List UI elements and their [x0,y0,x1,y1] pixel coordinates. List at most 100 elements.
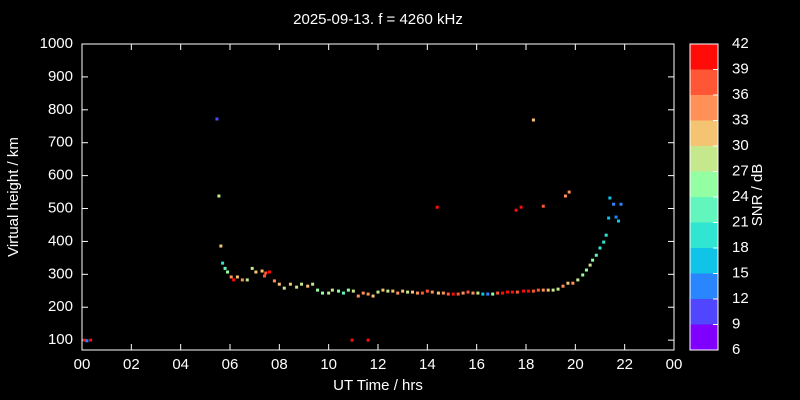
data-point [519,205,523,209]
data-point [446,292,450,296]
data-point [282,286,286,290]
data-point [260,269,264,273]
data-point [386,289,390,293]
data-point [346,288,350,292]
data-point [522,289,526,293]
data-point [277,282,281,286]
data-point [571,281,575,285]
data-point [456,292,460,296]
chart-title: 2025-09-13. f = 4260 kHz [293,11,463,28]
data-point [306,284,310,288]
data-point [254,270,258,274]
data-point [546,288,550,292]
data-point [272,279,276,283]
y-tick-label: 200 [48,298,73,315]
colorbar-tick-label: 30 [732,137,749,154]
data-point [337,289,341,293]
data-point [351,289,355,293]
x-tick-label: 12 [370,356,387,373]
data-point [531,118,535,122]
data-point [510,290,514,294]
data-point [430,290,434,294]
x-tick-label: 16 [468,356,485,373]
x-tick-label: 18 [518,356,535,373]
data-point [526,289,530,293]
data-point [240,278,244,282]
data-point [217,194,221,198]
data-point [436,291,440,295]
colorbar-tick-label: 12 [732,290,749,307]
data-point [563,194,567,198]
data-point [506,290,509,294]
data-point [604,233,608,237]
data-point [425,289,429,293]
y-tick-label: 500 [48,199,73,216]
colorbar-label: SNR / dB [749,164,766,227]
data-point [376,290,380,294]
data-point [366,292,370,296]
data-point [327,291,331,295]
data-point [300,282,304,286]
y-tick-label: 700 [48,134,73,151]
data-point [321,291,324,295]
x-tick-label: 20 [567,356,584,373]
data-point [581,273,585,277]
data-point [441,291,445,295]
x-tick-label: 06 [222,356,239,373]
data-point [466,290,470,294]
data-point [219,244,223,248]
colorbar-tick-label: 42 [732,35,749,52]
data-point [471,291,475,295]
data-point [536,288,540,292]
data-point [267,270,271,274]
colorbar-segment [690,69,718,95]
data-point [232,278,236,282]
data-point [366,338,370,342]
data-point [588,263,592,267]
data-point [229,275,233,279]
x-tick-label: 04 [172,356,189,373]
y-tick-label: 800 [48,101,73,118]
data-point [381,288,385,292]
data-point [356,294,360,298]
x-tick-label: 22 [616,356,633,373]
x-axis-label: UT Time / hrs [333,377,423,394]
data-point [85,339,89,343]
y-tick-label: 400 [48,232,73,249]
colorbar-tick-label: 36 [732,86,749,103]
colorbar-segment [690,248,718,274]
colorbar-segment [690,95,718,121]
y-tick-label: 600 [48,167,73,184]
colorbar-tick-label: 27 [732,162,749,179]
y-tick-label: 1000 [40,35,73,52]
colorbar-tick-label: 15 [732,264,749,281]
data-point [614,215,618,219]
data-point [514,208,518,212]
data-point [263,274,267,278]
data-point [551,288,555,292]
data-point [619,202,623,206]
y-tick-label: 900 [48,68,73,85]
colorbar-segment [690,171,718,197]
colorbar-segment [690,120,718,146]
data-point [515,290,519,294]
data-point [617,219,620,223]
data-point [401,289,405,293]
x-tick-label: 00 [666,356,683,373]
colorbar-segment [690,299,718,325]
data-point [541,288,545,292]
data-point [476,291,480,295]
data-point [486,292,490,296]
data-point [608,196,612,200]
data-point [411,290,415,294]
data-point [566,281,570,285]
data-point [406,290,410,294]
data-point [451,292,455,296]
data-point [215,117,219,121]
data-point [531,289,535,293]
data-point [330,288,334,292]
y-axis-label: Virtual height / km [5,137,22,257]
data-point [496,291,500,295]
data-point [316,288,320,292]
x-tick-label: 14 [419,356,436,373]
